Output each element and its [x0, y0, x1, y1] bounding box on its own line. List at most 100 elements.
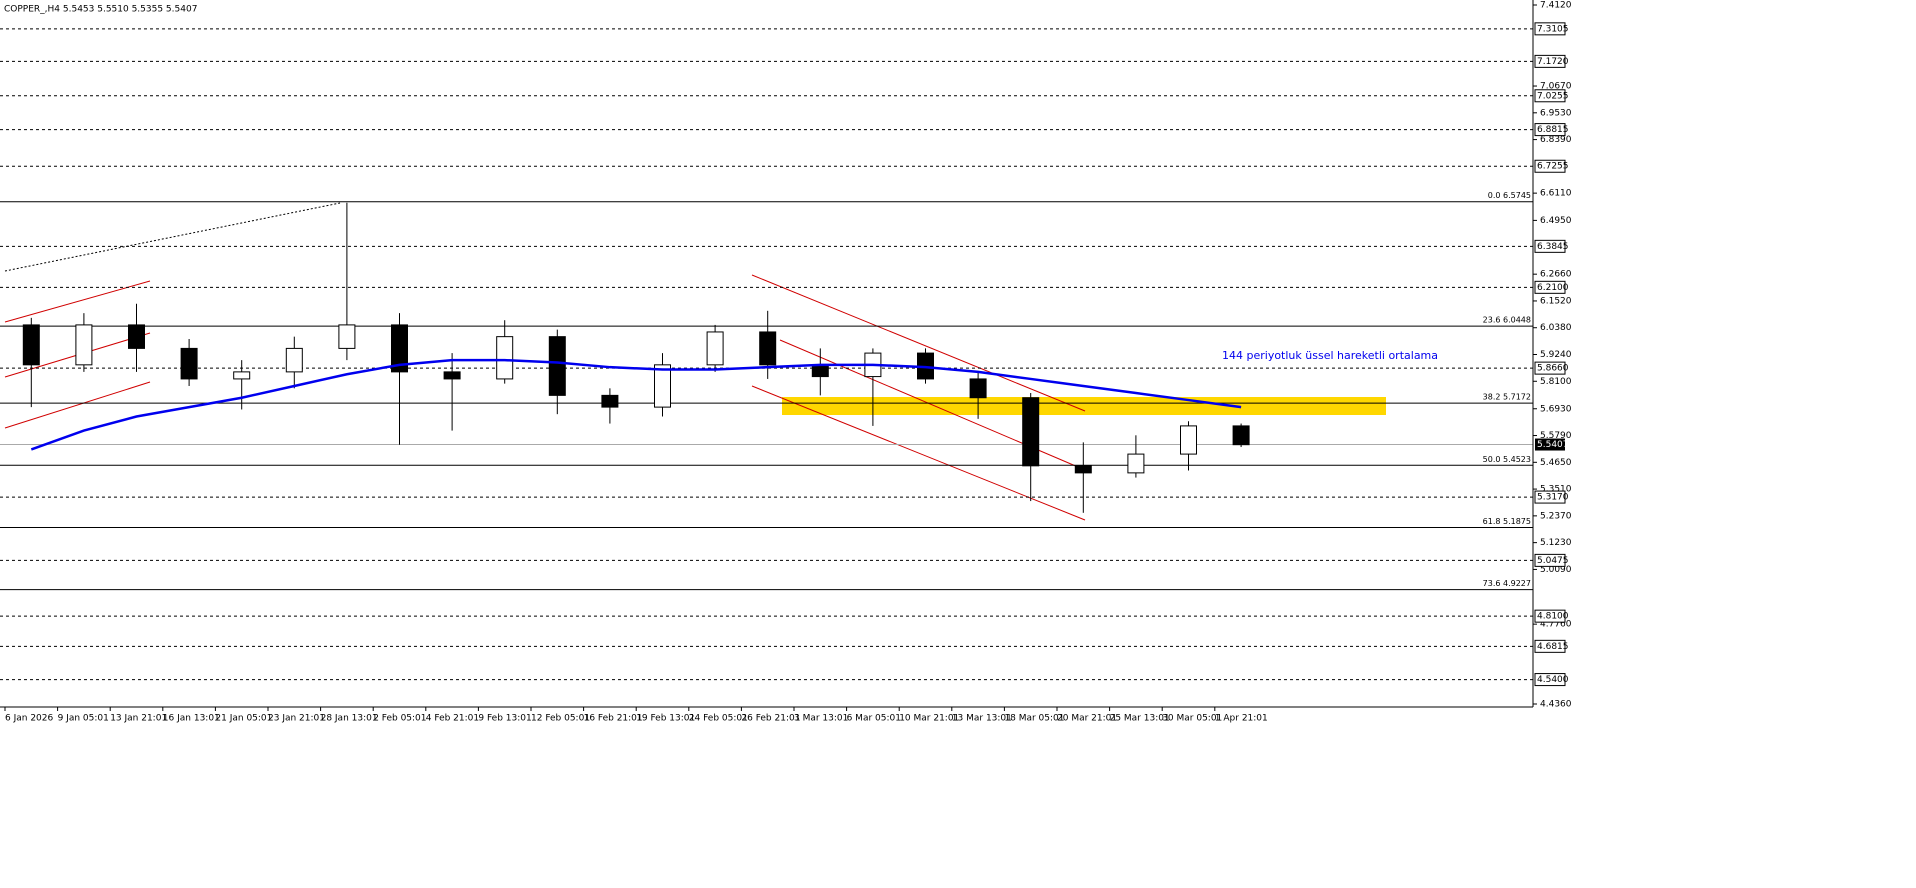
level-label: 7.3105	[1537, 24, 1569, 34]
candle	[22, 317, 40, 408]
candle	[128, 303, 145, 372]
level-box	[1534, 280, 1566, 294]
level-box	[1534, 609, 1566, 623]
y-tick-label: 7.4120	[1540, 1, 1572, 11]
y-tick-label: 6.9530	[1540, 108, 1572, 118]
candle-body	[391, 324, 408, 373]
level-label: 7.1720	[1537, 57, 1569, 67]
level-box	[1534, 159, 1566, 173]
candle	[496, 320, 514, 384]
candle-body	[654, 364, 671, 408]
fib-label: 73.6 4.9227	[1483, 579, 1531, 588]
y-tick-label: 5.0090	[1540, 565, 1572, 575]
channel-line	[4, 280, 151, 323]
candle-body	[443, 371, 461, 380]
x-tick-label: 30 Mar 05:01	[1162, 714, 1222, 724]
y-tick-label: 5.4650	[1540, 458, 1572, 468]
x-tick-label: 19 Feb 13:01	[636, 714, 695, 724]
channel-line	[751, 385, 1086, 521]
y-tick-label: 5.6930	[1540, 404, 1572, 414]
candle-body	[75, 324, 93, 366]
x-tick-label: 4 Feb 21:01	[426, 714, 479, 724]
candle-body	[1180, 425, 1197, 455]
ema-line	[30, 358, 1242, 451]
level-label: 4.8100	[1537, 612, 1569, 622]
x-tick-label: 23 Jan 21:01	[268, 714, 325, 724]
x-tick-label: 13 Mar 13:01	[952, 714, 1012, 724]
level-box	[1534, 673, 1566, 687]
fib-label: 0.0 6.5745	[1488, 191, 1531, 200]
candle-body	[1232, 425, 1250, 446]
level-label: 6.8815	[1537, 125, 1569, 135]
y-tick-label: 6.6110	[1540, 189, 1572, 199]
channel-line	[4, 381, 151, 429]
y-tick-label: 4.7760	[1540, 620, 1572, 630]
x-tick-label: 16 Feb 21:01	[584, 714, 643, 724]
level-box	[1534, 89, 1566, 103]
x-tick-label: 1 Apr 21:01	[1215, 714, 1268, 724]
x-tick-label: 2 Feb 05:01	[373, 714, 426, 724]
candle	[443, 353, 461, 431]
candle	[75, 313, 93, 372]
y-tick-label: 5.2370	[1540, 511, 1572, 521]
level-label: 6.7255	[1537, 162, 1569, 172]
x-tick-label: 25 Mar 13:01	[1110, 714, 1170, 724]
level-box	[1534, 123, 1566, 137]
candle	[233, 360, 251, 410]
y-tick-label: 4.4360	[1540, 700, 1572, 710]
level-box	[1534, 361, 1566, 375]
x-tick-label: 28 Jan 13:01	[321, 714, 378, 724]
level-box	[1534, 22, 1566, 36]
x-tick-label: 9 Feb 13:01	[478, 714, 531, 724]
x-tick-label: 16 Jan 13:01	[163, 714, 220, 724]
candle	[180, 338, 198, 386]
x-tick-label: 9 Jan 05:01	[58, 714, 109, 724]
candle	[601, 388, 619, 424]
candle-body	[180, 347, 198, 380]
candle-body	[1074, 465, 1092, 474]
x-tick-label: 24 Feb 05:01	[689, 714, 748, 724]
candle	[548, 329, 566, 415]
level-box	[1534, 553, 1566, 567]
candle-body	[811, 364, 829, 378]
zone-highlight	[782, 397, 1386, 415]
candle	[654, 353, 671, 417]
candle-body	[496, 336, 514, 380]
candle	[391, 313, 408, 445]
candle	[338, 202, 356, 361]
level-label: 5.8660	[1537, 364, 1569, 374]
x-tick-label: 18 Mar 05:01	[1004, 714, 1064, 724]
annotation: 144 periyotluk üssel hareketli ortalama	[1222, 349, 1438, 362]
y-tick-label: 6.8390	[1540, 135, 1572, 145]
y-tick-label: 5.1230	[1540, 538, 1572, 548]
candle-body	[22, 324, 40, 366]
candle	[1232, 423, 1250, 448]
x-tick-label: 26 Feb 21:01	[741, 714, 800, 724]
candle	[1022, 393, 1040, 502]
plot: 7.4120 7.0670 6.9530 6.8390 6.6110 6.4950 6.26…	[0, 1, 1572, 724]
y-tick-label: 6.0380	[1540, 323, 1572, 333]
level-box	[1534, 54, 1566, 68]
candle	[969, 371, 987, 419]
candle-body	[1127, 453, 1145, 474]
candle	[706, 324, 724, 372]
x-tick-label: 3 Mar 13:01	[794, 714, 848, 724]
level-label: 5.0475	[1537, 556, 1569, 566]
candle-body	[706, 331, 724, 366]
chart-title: COPPER_,H4 5.5453 5.5510 5.5355 5.5407	[4, 5, 197, 15]
x-tick-label: 12 Feb 05:01	[531, 714, 590, 724]
y-tick-label: 5.8100	[1540, 377, 1572, 387]
candle	[285, 336, 303, 389]
candle-body	[128, 324, 145, 349]
x-tick-label: 13 Jan 21:01	[110, 714, 167, 724]
candle-body	[233, 371, 251, 380]
fib-label: 50.0 5.4523	[1483, 455, 1531, 464]
level-box	[1534, 490, 1566, 504]
x-tick-label: 10 Mar 21:01	[899, 714, 959, 724]
channel	[4, 274, 1086, 521]
candle	[1074, 442, 1092, 513]
x-tick-label: 6 Jan 2026	[5, 714, 53, 724]
candle-body	[601, 394, 619, 408]
